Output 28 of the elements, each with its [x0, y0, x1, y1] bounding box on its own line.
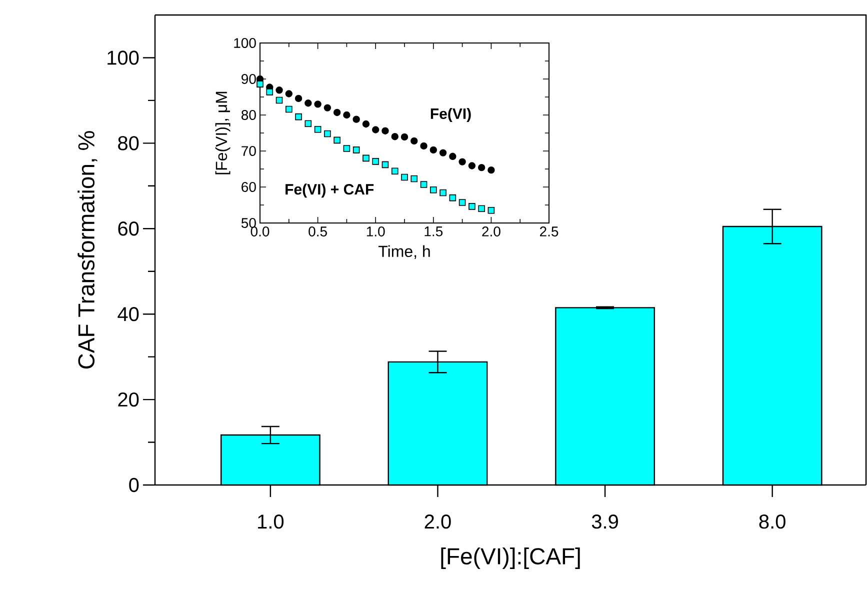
y-tick-label: 40 — [118, 307, 139, 322]
x-tick-label: 8.0 — [759, 514, 786, 529]
y-axis-title: CAF Transformation, % — [78, 131, 98, 369]
x-tick-label: 2.0 — [482, 226, 500, 236]
x-tick-label: 2.0 — [424, 514, 451, 529]
series-label: Fe(VI) — [430, 108, 471, 122]
y-tick-label: 60 — [118, 222, 139, 236]
y-tick-label: 60 — [242, 182, 256, 192]
x-tick-label: 3.9 — [592, 514, 618, 529]
y-tick-label: 100 — [234, 38, 256, 48]
x-tick-label: 0.0 — [250, 226, 270, 236]
x-tick-label: 1.0 — [258, 514, 284, 529]
y-tick-label: 50 — [241, 218, 256, 228]
x-tick-label: 1.5 — [424, 226, 443, 236]
y-tick-label: 0 — [129, 478, 139, 492]
y-tick-label: 80 — [242, 110, 256, 120]
x-axis-title: [Fe(VI)]:[CAF] — [441, 548, 580, 569]
legend-label: Fe(VI) + CAF — [286, 184, 374, 198]
y-tick-label: 20 — [118, 392, 139, 407]
x-tick-label: 1.0 — [366, 226, 385, 236]
y-tick-label: 80 — [118, 136, 139, 150]
y-tick-label: 100 — [108, 50, 139, 65]
x-axis-title: Time, h — [378, 245, 430, 259]
x-tick-label: 2.5 — [540, 226, 558, 236]
y-axis-title: [Fe(VI)], μM — [215, 92, 230, 174]
y-tick-label: 90 — [242, 74, 256, 84]
x-tick-label: 0.5 — [308, 226, 327, 236]
y-tick-label: 70 — [242, 146, 256, 156]
